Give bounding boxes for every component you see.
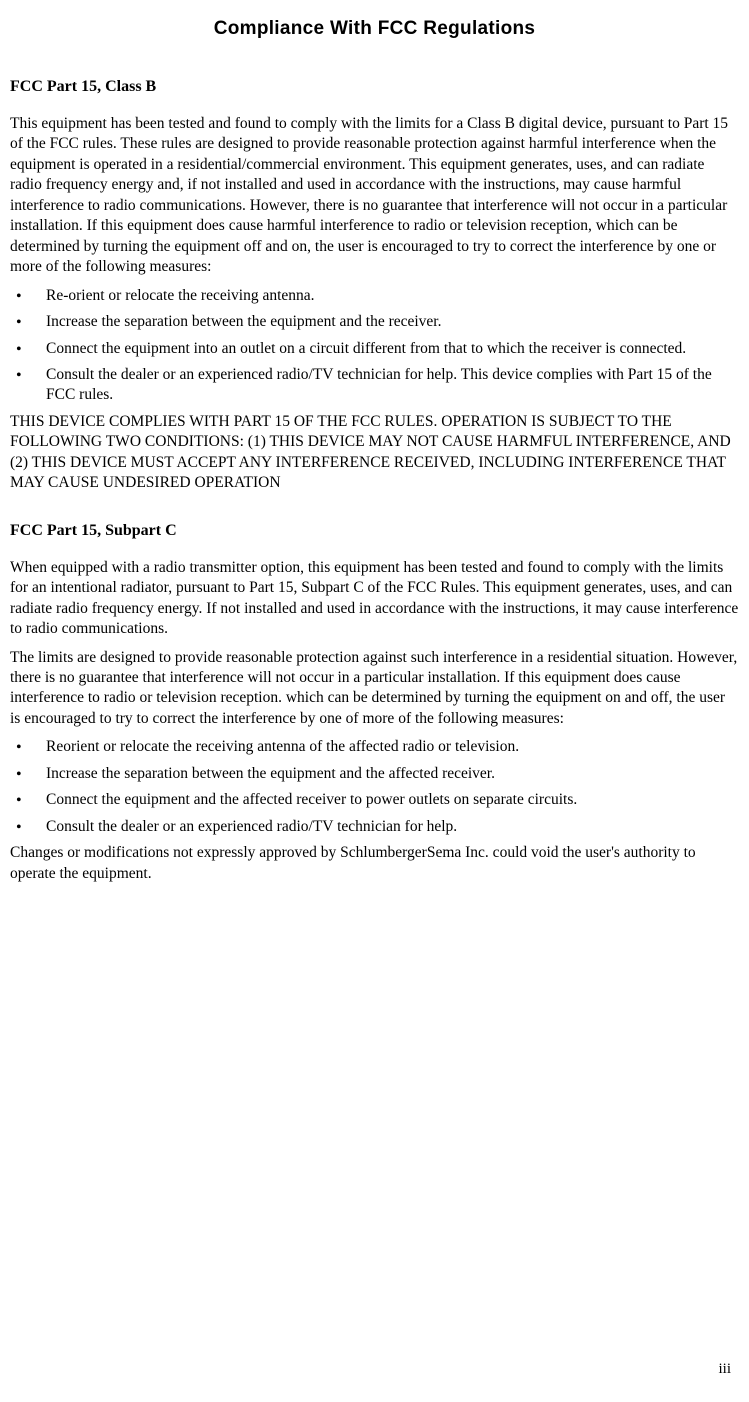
page-number: iii — [718, 1361, 731, 1378]
section2-bullets: Reorient or relocate the receiving anten… — [10, 737, 739, 837]
section2-para1: When equipped with a radio transmitter o… — [10, 558, 739, 640]
list-item: Consult the dealer or an experienced rad… — [10, 365, 739, 406]
page-title: Compliance With FCC Regulations — [10, 18, 739, 40]
list-item: Increase the separation between the equi… — [10, 312, 739, 332]
section1-para1: This equipment has been tested and found… — [10, 114, 739, 278]
list-item: Connect the equipment and the affected r… — [10, 790, 739, 810]
section2-heading: FCC Part 15, Subpart C — [10, 522, 739, 540]
section1-caps: THIS DEVICE COMPLIES WITH PART 15 OF THE… — [10, 412, 739, 494]
section2-para2: The limits are designed to provide reaso… — [10, 648, 739, 730]
list-item: Reorient or relocate the receiving anten… — [10, 737, 739, 757]
list-item: Consult the dealer or an experienced rad… — [10, 817, 739, 837]
list-item: Increase the separation between the equi… — [10, 764, 739, 784]
section1-heading: FCC Part 15, Class B — [10, 78, 739, 96]
list-item: Connect the equipment into an outlet on … — [10, 339, 739, 359]
list-item: Re-orient or relocate the receiving ante… — [10, 286, 739, 306]
section1-bullets: Re-orient or relocate the receiving ante… — [10, 286, 739, 406]
section2-para3: Changes or modifications not expressly a… — [10, 843, 739, 884]
